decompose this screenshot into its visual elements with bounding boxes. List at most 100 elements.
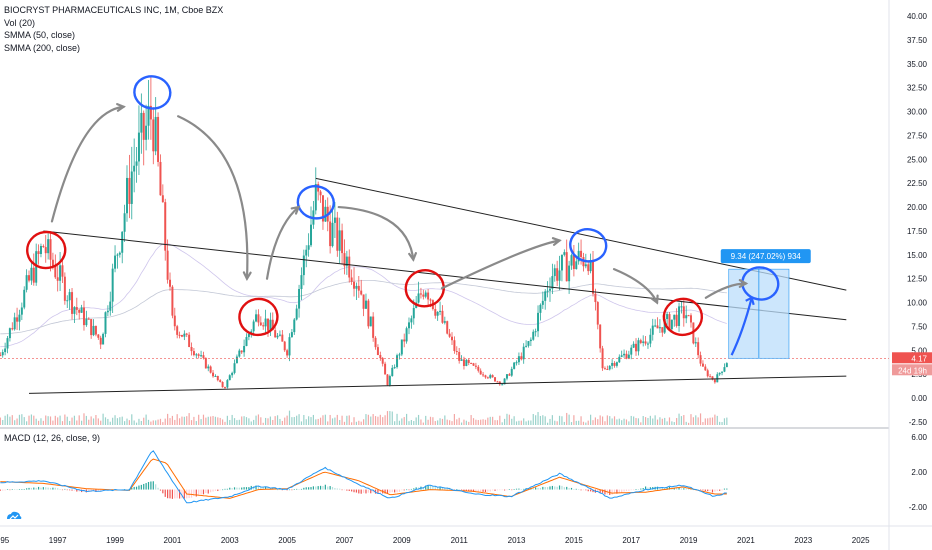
candle-body[interactable]: [302, 255, 305, 276]
candle-body[interactable]: [238, 350, 241, 357]
candle-body[interactable]: [668, 314, 671, 330]
candle-body[interactable]: [362, 294, 365, 309]
candle-body[interactable]: [228, 375, 231, 381]
candle-body[interactable]: [200, 355, 203, 357]
candle-body[interactable]: [594, 293, 597, 303]
candle-body[interactable]: [718, 372, 721, 375]
candle-body[interactable]: [233, 363, 236, 373]
candle-body[interactable]: [25, 275, 28, 290]
candle-body[interactable]: [360, 290, 363, 295]
candle-body[interactable]: [376, 347, 379, 356]
candle-body[interactable]: [104, 312, 107, 334]
candle-body[interactable]: [522, 346, 525, 360]
candle-body[interactable]: [515, 362, 518, 364]
candle-body[interactable]: [620, 355, 623, 357]
candle-body[interactable]: [78, 309, 81, 313]
candle-body[interactable]: [154, 116, 157, 152]
candle-body[interactable]: [484, 375, 487, 378]
candle-body[interactable]: [85, 318, 88, 326]
candle-body[interactable]: [219, 380, 222, 383]
arrow-curve[interactable]: [265, 205, 300, 280]
candle-body[interactable]: [355, 285, 358, 289]
candle-body[interactable]: [49, 239, 52, 260]
symbol-title[interactable]: BIOCRYST PHARMACEUTICALS INC, 1M, Cboe B…: [4, 5, 224, 15]
candle-body[interactable]: [422, 294, 425, 297]
candle-body[interactable]: [37, 251, 40, 255]
candle-body[interactable]: [121, 231, 124, 253]
candle-body[interactable]: [436, 311, 439, 316]
candle-body[interactable]: [632, 343, 635, 348]
candle-body[interactable]: [1, 352, 4, 356]
candle-body[interactable]: [716, 374, 719, 383]
candle-body[interactable]: [704, 366, 707, 371]
candle-body[interactable]: [145, 125, 148, 140]
candle-body[interactable]: [180, 334, 183, 337]
candle-body[interactable]: [343, 253, 346, 267]
red-circle[interactable]: [237, 296, 280, 337]
candle-body[interactable]: [721, 371, 724, 373]
candle-body[interactable]: [661, 327, 664, 333]
candle-body[interactable]: [670, 319, 673, 330]
candle-body[interactable]: [673, 314, 676, 320]
candle-body[interactable]: [212, 372, 215, 377]
candle-body[interactable]: [295, 308, 298, 320]
candle-body[interactable]: [601, 348, 604, 369]
candle-body[interactable]: [166, 250, 169, 280]
candle-body[interactable]: [223, 387, 226, 389]
candle-body[interactable]: [384, 363, 387, 375]
candle-body[interactable]: [474, 365, 477, 367]
candle-body[interactable]: [190, 347, 193, 352]
candle-body[interactable]: [16, 317, 19, 322]
candle-body[interactable]: [357, 285, 360, 291]
candle-body[interactable]: [646, 343, 649, 345]
candle-body[interactable]: [176, 326, 179, 335]
candle-body[interactable]: [305, 249, 308, 256]
candle-body[interactable]: [527, 341, 530, 346]
candle-body[interactable]: [214, 375, 217, 377]
candle-body[interactable]: [164, 202, 167, 251]
candle-body[interactable]: [367, 300, 370, 327]
macd-axis[interactable]: 6.00 2.00 -2.00: [909, 433, 928, 512]
candle-body[interactable]: [405, 328, 408, 342]
candle-body[interactable]: [192, 351, 195, 356]
candle-body[interactable]: [283, 341, 286, 351]
candle-body[interactable]: [701, 363, 704, 367]
candle-body[interactable]: [293, 319, 296, 333]
candle-body[interactable]: [482, 374, 485, 376]
candle-body[interactable]: [68, 292, 71, 301]
candle-body[interactable]: [393, 367, 396, 369]
candle-body[interactable]: [128, 177, 131, 204]
candle-body[interactable]: [216, 375, 219, 381]
candle-body[interactable]: [44, 247, 47, 254]
price-axis[interactable]: 40.00 37.50 35.00 32.50 30.00 27.50 25.00 22.50…: [907, 12, 928, 427]
candle-body[interactable]: [348, 256, 351, 278]
candle-body[interactable]: [470, 362, 473, 364]
candle-body[interactable]: [410, 318, 413, 323]
candle-body[interactable]: [439, 310, 442, 312]
candle-body[interactable]: [419, 293, 422, 295]
candle-body[interactable]: [441, 310, 444, 323]
candle-body[interactable]: [407, 322, 410, 329]
candle-body[interactable]: [565, 252, 568, 282]
candle-body[interactable]: [92, 325, 95, 336]
candle-body[interactable]: [388, 376, 391, 386]
candle-body[interactable]: [675, 314, 678, 326]
candle-body[interactable]: [47, 239, 50, 254]
candle-body[interactable]: [235, 356, 238, 364]
candle-body[interactable]: [666, 314, 669, 320]
candle-body[interactable]: [503, 378, 506, 385]
candle-body[interactable]: [658, 327, 661, 329]
candle-body[interactable]: [644, 341, 647, 344]
candle-body[interactable]: [188, 334, 191, 348]
candle-body[interactable]: [725, 363, 728, 368]
blue-circle[interactable]: [132, 74, 173, 112]
candle-body[interactable]: [240, 350, 243, 353]
candle-body[interactable]: [255, 314, 258, 322]
arrow-curve[interactable]: [612, 268, 659, 304]
candle-body[interactable]: [372, 316, 375, 338]
candle-body[interactable]: [639, 340, 642, 343]
candle-body[interactable]: [460, 359, 463, 361]
candle-body[interactable]: [116, 254, 119, 256]
candle-body[interactable]: [603, 368, 606, 370]
candle-body[interactable]: [159, 161, 162, 196]
